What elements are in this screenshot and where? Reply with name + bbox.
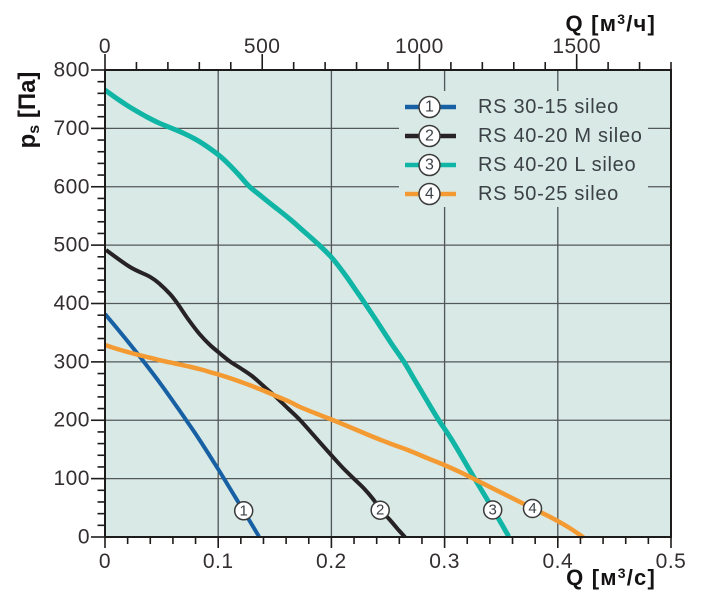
svg-text:700: 700 [53,117,90,140]
svg-text:800: 800 [53,59,90,82]
svg-text:1: 1 [240,502,248,519]
svg-text:0.3: 0.3 [429,550,460,573]
svg-text:100: 100 [53,467,90,490]
svg-text:RS 40-20 L sileo: RS 40-20 L sileo [478,154,636,176]
svg-text:1: 1 [425,99,434,116]
svg-text:0: 0 [78,526,90,549]
svg-text:1000: 1000 [395,35,444,58]
svg-text:4: 4 [528,500,536,517]
svg-text:2: 2 [425,128,434,145]
svg-text:0.2: 0.2 [316,550,347,573]
svg-text:500: 500 [244,35,281,58]
svg-text:0.5: 0.5 [656,550,687,573]
svg-text:3: 3 [425,157,434,174]
svg-text:ps [Па]: ps [Па] [14,72,43,149]
svg-text:0: 0 [99,550,111,573]
svg-text:300: 300 [53,350,90,373]
svg-text:Q [м3/ч]: Q [м3/ч] [566,11,656,36]
svg-text:0.1: 0.1 [203,550,234,573]
svg-text:4: 4 [425,186,434,203]
svg-text:2: 2 [376,502,384,519]
svg-text:0.4: 0.4 [542,550,573,573]
svg-text:Q [м3/с]: Q [м3/с] [566,565,656,590]
svg-text:RS 30-15 sileo: RS 30-15 sileo [478,96,619,118]
svg-text:RS 40-20 M sileo: RS 40-20 M sileo [478,125,643,147]
svg-text:200: 200 [53,409,90,432]
svg-text:1500: 1500 [552,35,601,58]
svg-text:400: 400 [53,292,90,315]
svg-text:3: 3 [489,502,497,519]
svg-text:600: 600 [53,175,90,198]
svg-text:0: 0 [99,35,111,58]
svg-text:500: 500 [53,234,90,257]
svg-text:RS 50-25 sileo: RS 50-25 sileo [478,183,619,205]
